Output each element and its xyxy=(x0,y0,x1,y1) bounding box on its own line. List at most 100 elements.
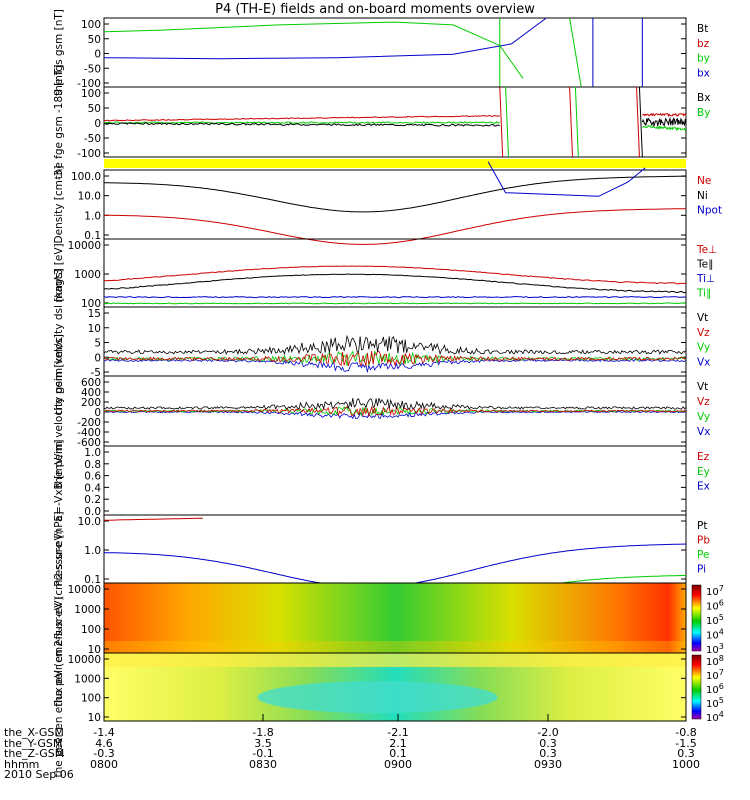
series-line-Ni xyxy=(104,175,686,213)
date-label: 2010 Sep 06 xyxy=(4,768,74,781)
legend-Ex: Ex xyxy=(697,481,710,493)
series-line-Vt xyxy=(103,397,687,410)
y-tick-label: 10.0 xyxy=(78,516,101,528)
y-tick-label: 10.0 xyxy=(78,191,101,203)
series-line-Vt xyxy=(103,334,687,356)
colorbar-base: 10 xyxy=(706,671,719,682)
y-tick-label: 100.0 xyxy=(71,171,101,183)
colorbar-exponent: 6 xyxy=(719,682,724,691)
colorbar-exponent: 5 xyxy=(719,613,724,622)
legend-Ez: Ez xyxy=(697,451,710,463)
y-tick-label: 15 xyxy=(88,308,101,320)
y-tick-label: 10000 xyxy=(68,240,101,252)
y-tick-label: 1.0 xyxy=(84,447,101,459)
gap-line xyxy=(636,86,640,158)
x-tick-value: -1.4 xyxy=(93,726,115,739)
series-line-Bx-tail xyxy=(641,116,687,128)
x-tick-value: -0.1 xyxy=(252,747,274,760)
x-tick-value: -2.0 xyxy=(537,726,559,739)
colorbar-base: 10 xyxy=(706,699,719,710)
y-tick-label: 100 xyxy=(81,19,101,31)
legend-Bx: Bx xyxy=(697,92,710,104)
y-tick-label: 0.6 xyxy=(84,471,101,483)
y-tick-label: 50 xyxy=(88,34,101,46)
legend-Vx: Vx xyxy=(697,426,710,438)
legend-Vt: Vt xyxy=(697,381,708,393)
y-tick-label: 0 xyxy=(94,49,101,61)
y-tick-label: 50 xyxy=(88,103,101,115)
y-tick-label: 0.8 xyxy=(84,459,101,471)
panel-ion_spectrogram-data xyxy=(104,583,686,653)
legend-Ey: Ey xyxy=(697,466,710,478)
y-tick-label: 100 xyxy=(81,298,101,310)
x-tick-value: 4.6 xyxy=(95,736,113,750)
x-row-label: the_X-GSM xyxy=(4,726,64,739)
y-tick-label: 600 xyxy=(81,377,101,389)
y-tick-label: 0 xyxy=(94,352,101,364)
y-axis-label: the peir en eflux eV (cm2-s-sr-eV) xyxy=(53,529,65,706)
y-tick-label: 0 xyxy=(94,118,101,130)
series-line-Pb xyxy=(103,517,203,521)
x-tick-value: 3.5 xyxy=(254,736,272,750)
x-tick-value: 0.3 xyxy=(539,736,557,750)
series-line-Vz xyxy=(103,405,687,418)
colorbar-exponent: 6 xyxy=(719,599,724,608)
colorbar-base: 10 xyxy=(706,685,719,696)
colorbar-tick-label: 106 xyxy=(706,599,724,613)
series-line-Bz xyxy=(103,114,500,122)
series-line-Te-par xyxy=(103,273,687,294)
x-tick-value: 1000 xyxy=(672,757,700,771)
y-tick-label: -5 xyxy=(91,367,101,379)
series-line-Vy xyxy=(103,350,687,366)
panel-frame xyxy=(103,445,687,516)
gap-line xyxy=(569,17,582,88)
legend-bz: bz xyxy=(697,38,710,50)
colorbar xyxy=(691,654,702,720)
y-tick-label: 10000 xyxy=(68,584,101,596)
legend-Vy: Vy xyxy=(697,411,710,423)
y-tick-label: 10 xyxy=(88,712,101,724)
colorbar-exponent: 4 xyxy=(719,628,724,637)
colorbar-tick-label: 104 xyxy=(706,710,724,724)
colorbar-base: 10 xyxy=(706,587,719,598)
legend-Pb: Pb xyxy=(697,535,710,547)
x-tick-value: 0830 xyxy=(249,757,277,771)
gap-line xyxy=(499,86,504,158)
y-tick-label: 10 xyxy=(88,644,101,656)
x-row-label: the_Y-GSM xyxy=(4,736,63,750)
y-tick-label: -600 xyxy=(77,437,101,449)
series-line-Vx xyxy=(103,359,687,373)
legend-by: by xyxy=(697,53,710,65)
legend-Vz: Vz xyxy=(697,396,710,408)
panel-density: Density [cm-3] xyxy=(53,166,687,243)
x-tick-value: 0.3 xyxy=(539,747,557,760)
y-tick-label: 0.1 xyxy=(84,574,101,586)
colorbar-tick-label: 107 xyxy=(706,668,724,682)
series-line-By-tail xyxy=(642,124,687,132)
spectrogram-core xyxy=(257,681,498,714)
y-tick-label: 0.1 xyxy=(84,230,101,242)
y-tick-label: 100 xyxy=(81,693,101,705)
colorbar-tick-label: 104 xyxy=(706,628,724,642)
y-tick-label: 0 xyxy=(94,407,101,419)
legend-Ti⊥: Ti⊥ xyxy=(696,273,715,285)
series-line-Npot xyxy=(487,161,646,197)
series-line-Ti-par xyxy=(103,302,687,305)
legend-Pe: Pe xyxy=(697,549,709,561)
y-tick-label: -100 xyxy=(77,78,101,90)
figure-title: P4 (TH-E) fields and on-board moments ov… xyxy=(215,2,535,17)
panel-frame xyxy=(103,652,687,722)
panel-frame xyxy=(103,169,687,240)
x-tick-value: -1.5 xyxy=(675,736,697,750)
series-line-Te-perp xyxy=(103,265,687,285)
x-tick-value: -0.8 xyxy=(675,726,697,739)
colorbar-base: 10 xyxy=(706,631,719,642)
x-tick-value: 0930 xyxy=(534,757,562,771)
colorbar-base: 10 xyxy=(706,602,719,613)
x-row-label: hhmm xyxy=(4,757,40,771)
series-line-Pi xyxy=(103,543,687,588)
colorbar-exponent: 4 xyxy=(719,710,724,719)
panel-electron_spectrogram-data xyxy=(104,653,686,721)
